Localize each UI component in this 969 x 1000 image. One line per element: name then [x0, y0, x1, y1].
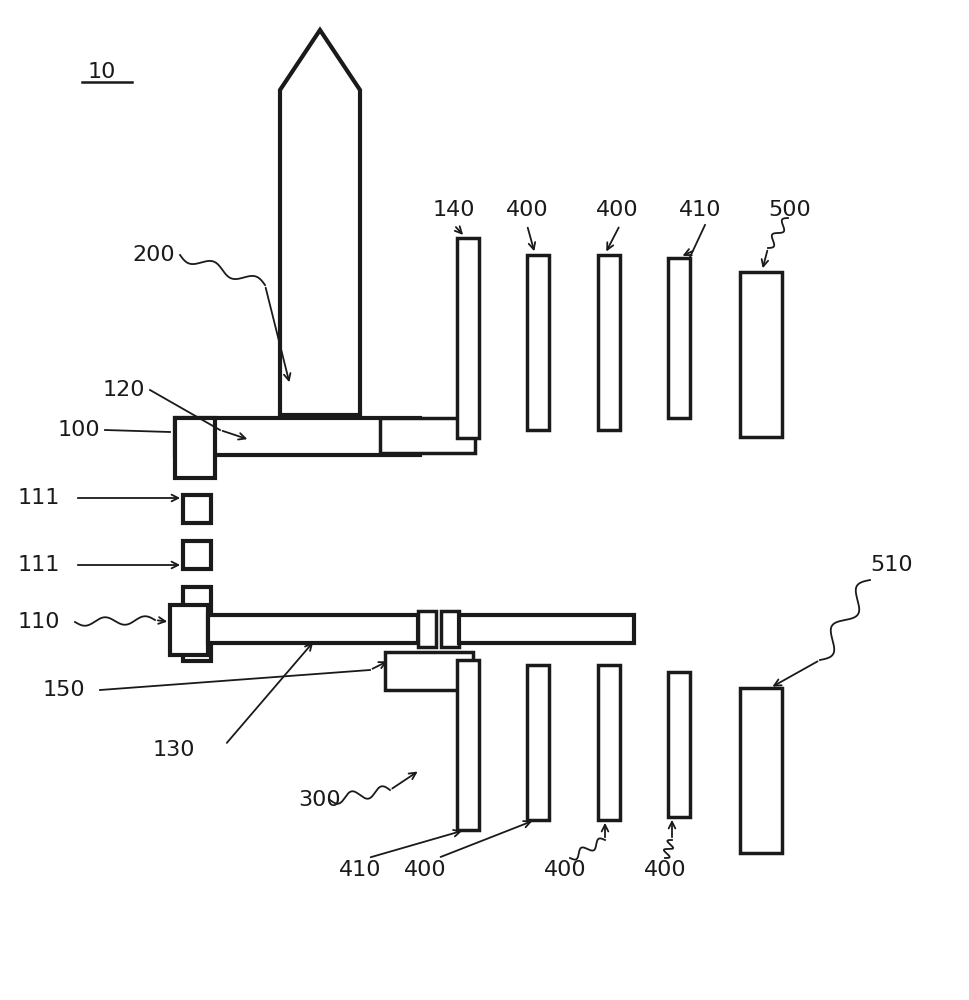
Bar [183, 495, 211, 523]
Text: 500: 500 [767, 200, 810, 220]
Bar [739, 272, 781, 437]
Bar [526, 255, 548, 430]
Bar [174, 418, 215, 478]
Text: 100: 100 [57, 420, 100, 440]
Text: 130: 130 [152, 740, 195, 760]
Bar [183, 633, 211, 661]
Text: 400: 400 [505, 200, 547, 220]
Text: 410: 410 [338, 860, 381, 880]
Bar [597, 665, 619, 820]
Bar [183, 587, 211, 615]
Text: 400: 400 [595, 200, 638, 220]
Bar [174, 418, 420, 455]
Bar [385, 652, 473, 690]
Bar [668, 258, 689, 418]
Bar [380, 418, 475, 453]
Bar [441, 611, 458, 647]
Bar [668, 672, 689, 817]
Bar [418, 611, 435, 647]
Text: 400: 400 [643, 860, 686, 880]
Text: 111: 111 [17, 488, 60, 508]
Text: 200: 200 [132, 245, 174, 265]
Bar [183, 541, 211, 569]
Bar [170, 605, 207, 655]
Bar [526, 665, 548, 820]
Bar [456, 238, 479, 438]
Bar [207, 615, 418, 643]
Bar [597, 255, 619, 430]
Text: 140: 140 [432, 200, 475, 220]
Bar [458, 615, 634, 643]
Bar [739, 688, 781, 853]
Text: 110: 110 [17, 612, 60, 632]
Text: 410: 410 [678, 200, 721, 220]
Text: 150: 150 [43, 680, 85, 700]
Text: 400: 400 [544, 860, 585, 880]
Text: 120: 120 [103, 380, 144, 400]
Text: 510: 510 [869, 555, 912, 575]
Bar [456, 660, 479, 830]
Text: 300: 300 [298, 790, 341, 810]
Text: 400: 400 [403, 860, 446, 880]
Text: 10: 10 [88, 62, 116, 82]
Text: 111: 111 [17, 555, 60, 575]
